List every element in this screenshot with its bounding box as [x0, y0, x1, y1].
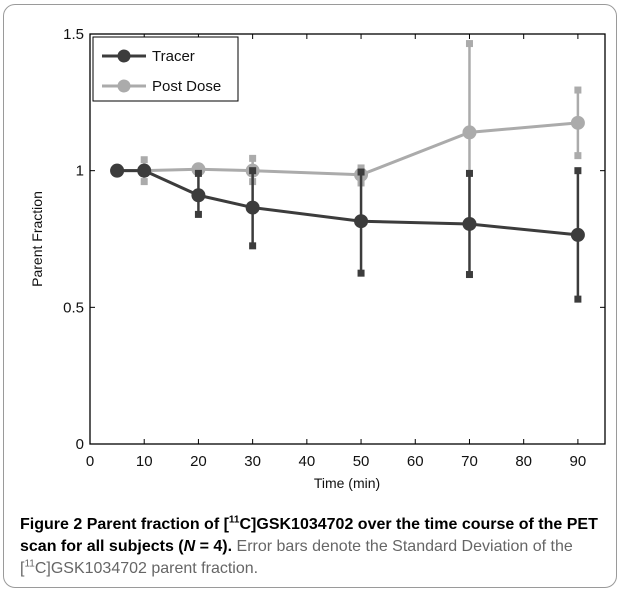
x-axis-label: Time (min) [314, 475, 380, 491]
error-cap-high-post-dose [574, 86, 582, 94]
data-point-tracer [137, 163, 152, 178]
error-cap-low-tracer [249, 242, 257, 250]
caption-body-part2: C]GSK1034702 parent fraction. [34, 560, 259, 577]
legend-tracer-marker [117, 49, 131, 63]
series-tracer [110, 163, 585, 303]
error-cap-high-post-dose [465, 40, 473, 48]
error-cap-high-post-dose [249, 154, 257, 162]
x-tick-label: 70 [461, 453, 478, 470]
caption-title-sup: 11 [228, 514, 240, 526]
caption-title-n: N [183, 538, 196, 555]
ticks: 0 10 20 30 40 50 60 70 80 90 0 0.5 1 1.5 [63, 26, 605, 470]
caption-title-part1: Parent fraction of [ [86, 516, 229, 533]
error-cap-high-tracer [249, 167, 257, 175]
data-point-post-dose [462, 125, 477, 140]
caption-title-part3: = 4). [195, 538, 233, 555]
legend-postdose-label: Post Dose [152, 78, 221, 95]
error-cap-low-tracer [357, 269, 365, 277]
caption-body-part1: Error bars denote the Standard Deviation… [20, 538, 573, 577]
x-tick-label: 50 [353, 453, 370, 470]
error-cap-low-tracer [574, 295, 582, 303]
data-point-tracer [191, 188, 206, 203]
plot-area [89, 33, 606, 445]
error-cap-high-tracer [194, 169, 202, 177]
y-tick-label: 1.5 [63, 26, 84, 43]
caption-figure-label: Figure 2 [20, 516, 83, 533]
error-cap-low-post-dose [140, 178, 148, 186]
legend-tracer-label: Tracer [152, 48, 195, 65]
y-tick-label: 0 [76, 436, 84, 453]
figure-caption: Figure 2 Parent fraction of [11C]GSK1034… [20, 514, 608, 580]
x-tick-label: 40 [298, 453, 315, 470]
y-axis-label: Parent Fraction [29, 191, 45, 287]
error-cap-low-tracer [194, 210, 202, 218]
x-tick-label: 10 [136, 453, 153, 470]
x-tick-label: 20 [190, 453, 207, 470]
error-cap-low-post-dose [574, 152, 582, 160]
x-tick-label: 60 [407, 453, 424, 470]
data-point-tracer [354, 214, 369, 229]
error-cap-high-tracer [574, 167, 582, 175]
legend-postdose-marker [117, 79, 131, 93]
error-cap-high-tracer [357, 168, 365, 176]
data-point-tracer [110, 163, 125, 178]
error-cap-high-tracer [465, 169, 473, 177]
chart: 0 10 20 30 40 50 60 70 80 90 0 0.5 1 1.5 Time (min) P… [29, 26, 606, 491]
x-tick-label: 30 [244, 453, 261, 470]
series-layer [110, 40, 585, 303]
data-point-tracer [462, 216, 477, 231]
x-tick-label: 0 [86, 453, 94, 470]
legend-box [92, 36, 239, 102]
legend: Tracer Post Dose [92, 36, 239, 102]
x-tick-label: 80 [515, 453, 532, 470]
caption-body-sup: 11 [24, 558, 35, 570]
data-point-tracer [245, 200, 260, 215]
x-tick-label: 90 [570, 453, 587, 470]
caption-title-part2: C]GSK1034702 over the time course of the… [20, 516, 598, 555]
data-point-tracer [570, 227, 585, 242]
error-cap-low-tracer [465, 271, 473, 279]
y-tick-label: 0.5 [63, 299, 84, 316]
data-point-post-dose [570, 115, 585, 130]
error-cap-high-post-dose [140, 156, 148, 164]
y-tick-label: 1 [76, 163, 84, 180]
